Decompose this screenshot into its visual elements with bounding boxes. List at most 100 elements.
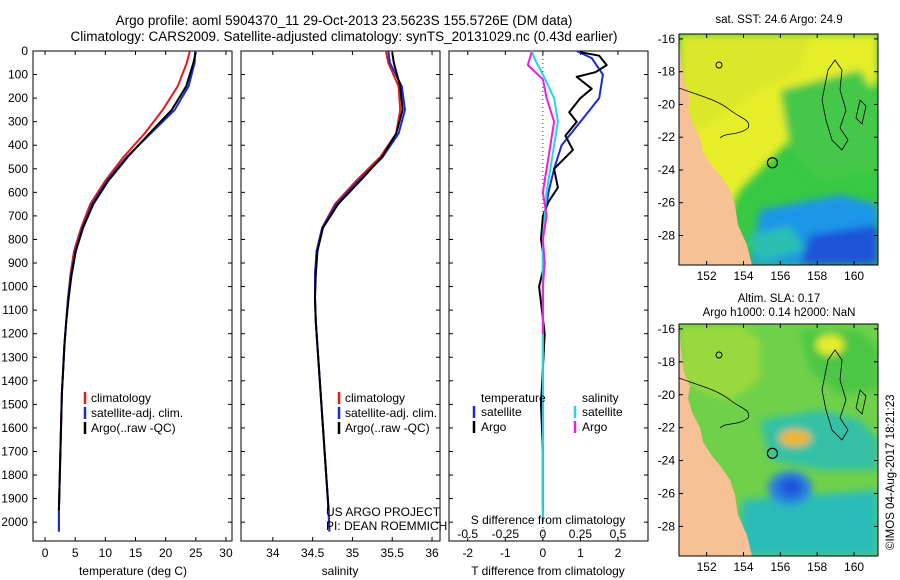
s-difference-tick-label: 0.25 — [569, 527, 593, 541]
lat-tick-label: -16 — [658, 32, 676, 46]
sst-mid-zone — [780, 70, 878, 180]
salinity-plot: 34 34.5 35 35.5 36 — [241, 50, 440, 560]
sla-contour-reef — [821, 349, 849, 441]
depth-tick-label: 100 — [8, 68, 28, 82]
sla-teal-zone — [760, 410, 878, 470]
sla-teal-zone-2 — [738, 490, 878, 556]
depth-tick-label: 1800 — [1, 468, 28, 482]
pi-credit: PI: DEAN ROEMMICH — [326, 519, 447, 533]
series-line-climatology — [314, 50, 402, 532]
series-line-temperature-satellite — [541, 50, 604, 523]
depth-tick-label: 1700 — [1, 444, 28, 458]
legend-climatology: climatology — [91, 391, 151, 405]
series-line-argo-raw-qc — [314, 52, 404, 511]
x-tick-label: 35 — [346, 546, 360, 560]
legend-salinity-title: salinity — [582, 391, 619, 405]
sla-warm-patch — [816, 335, 844, 355]
lat-tick-label: -16 — [658, 322, 676, 336]
sst-teal-zone — [746, 226, 805, 262]
series-line-climatology — [57, 50, 191, 532]
depth-tick-label: 1600 — [1, 421, 28, 435]
series-line-temperature-argo — [538, 51, 608, 511]
timestamp-stamp: ©IMOS 04-Aug-2017 18:21:23 — [885, 394, 897, 550]
depth-tick-label: 1300 — [1, 350, 28, 364]
legend-sal-argo: Argo — [582, 420, 608, 434]
depth-tick-label: 1400 — [1, 374, 28, 388]
sst-warm-zone-2 — [679, 34, 812, 130]
s-difference-tick-label: -0.5 — [457, 527, 478, 541]
depth-tick-label: 300 — [8, 115, 28, 129]
sst-contour-islet — [855, 99, 867, 125]
legend-sal-satellite: satellite — [582, 405, 623, 419]
depth-tick-label: 1500 — [1, 397, 28, 411]
lon-tick-label: 152 — [697, 269, 717, 283]
temperature-legend: climatology satellite-adj. clim. Argo(..… — [83, 391, 183, 435]
x-tick-label: 36 — [425, 546, 439, 560]
legend-temp-argo: Argo — [481, 420, 507, 434]
salinity-legend: climatology satellite-adj. clim. Argo(..… — [337, 391, 437, 435]
depth-tick-label: 500 — [8, 162, 28, 176]
sst-map-axes: 152 154 156 158 160 -16 -18 -20 -22 -24 -26 -28 — [658, 32, 878, 283]
depth-tick-label: 0 — [21, 44, 28, 58]
sst-map — [679, 34, 878, 265]
sst-contour-shelf — [679, 87, 750, 139]
sla-contour-shelf — [679, 377, 750, 429]
lon-tick-label: 160 — [844, 269, 864, 283]
lon-tick-label: 156 — [770, 269, 790, 283]
lat-tick-label: -24 — [658, 163, 676, 177]
lat-tick-label: -22 — [658, 421, 676, 435]
lat-tick-label: -26 — [658, 486, 676, 500]
sla-green-zone — [680, 326, 760, 400]
x-tick-label: 0 — [540, 546, 547, 560]
lon-tick-label: 158 — [807, 269, 827, 283]
sla-profile-location-marker — [766, 447, 779, 459]
lat-tick-label: -28 — [658, 519, 676, 533]
x-tick-label: 15 — [129, 546, 143, 560]
sla-map — [679, 324, 878, 556]
depth-tick-label: 1200 — [1, 327, 28, 341]
salinity-axis-label: salinity — [322, 564, 359, 578]
series-line-salinity-argo — [526, 51, 556, 334]
sst-contour-reef — [821, 59, 849, 151]
x-tick-label: 30 — [219, 546, 233, 560]
lon-tick-label: 160 — [844, 560, 864, 574]
depth-tick-label: 800 — [8, 232, 28, 246]
legend-satellite-adj: satellite-adj. clim. — [345, 406, 437, 420]
sst-deep-zone — [800, 225, 878, 265]
project-credit: US ARGO PROJECT — [326, 505, 441, 519]
x-tick-label: 20 — [159, 546, 173, 560]
difference-plot-frame — [448, 50, 649, 542]
s-difference-tick-label: -0.25 — [492, 527, 520, 541]
legend-climatology: climatology — [345, 391, 405, 405]
legend-temp-satellite: satellite — [481, 405, 522, 419]
sst-profile-location-marker — [766, 157, 779, 169]
lon-tick-label: 154 — [733, 269, 753, 283]
lat-tick-label: -20 — [658, 388, 676, 402]
sla-land-australia — [679, 324, 752, 556]
depth-tick-label: 1000 — [1, 280, 28, 294]
temperature-plot: 0 5 10 15 20 25 30 — [33, 50, 233, 560]
x-tick-label: 35.5 — [381, 546, 405, 560]
series-line-salinity-satellite — [530, 50, 559, 523]
lon-tick-label: 156 — [770, 560, 790, 574]
sla-eddy-core — [780, 478, 802, 496]
s-difference-tick-label: 0 — [540, 527, 547, 541]
depth-tick-label: 1900 — [1, 492, 28, 506]
depth-tick-label: 200 — [8, 91, 28, 105]
lon-tick-label: 154 — [733, 560, 753, 574]
depth-axis: 0 100 200 300 400 500 600 700 800 900 1000 1100 1200… — [1, 44, 28, 529]
legend-temperature-title: temperature — [481, 391, 546, 405]
x-tick-label: 2 — [615, 546, 622, 560]
sla-map-title2: Argo h1000: 0.14 h2000: NaN — [703, 307, 856, 319]
x-tick-label: 1 — [577, 546, 584, 560]
x-tick-label: 34 — [266, 546, 280, 560]
series-line-satellite-adj-clim — [314, 50, 406, 532]
lat-tick-label: -22 — [658, 130, 676, 144]
sst-reef-marker — [715, 61, 723, 69]
sla-warm-eddy — [779, 430, 811, 446]
header-line2: Climatology: CARS2009. Satellite-adjuste… — [70, 29, 617, 44]
lon-tick-label: 158 — [807, 560, 827, 574]
lat-tick-label: -18 — [658, 355, 676, 369]
temperature-axis-label: temperature (deg C) — [79, 564, 187, 578]
